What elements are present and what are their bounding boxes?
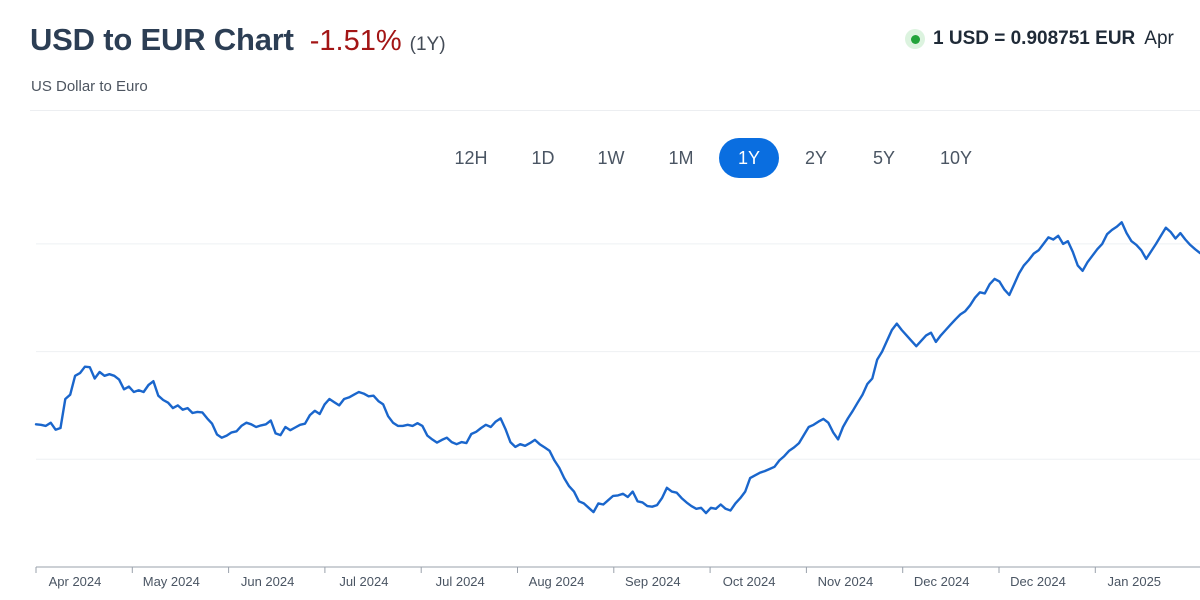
title-row: USD to EUR Chart -1.51% (1Y) <box>30 22 446 58</box>
x-tick-label: Apr 2024 <box>49 574 102 589</box>
x-tick-label: Aug 2024 <box>529 574 585 589</box>
period-label: (1Y) <box>409 34 446 55</box>
page-title: USD to EUR Chart <box>30 22 294 57</box>
tab-2y[interactable]: 2Y <box>804 148 828 168</box>
live-rate: 1 USD = 0.908751 EUR Apr <box>905 28 1174 50</box>
tab-1d[interactable]: 1D <box>531 148 555 168</box>
x-tick-label: Oct 2024 <box>723 574 776 589</box>
tab-5y[interactable]: 5Y <box>872 148 896 168</box>
rate-text: 1 USD = 0.908751 EUR <box>933 28 1136 49</box>
tab-10y[interactable]: 10Y <box>939 148 973 168</box>
x-tick-label: Dec 2024 <box>1010 574 1066 589</box>
live-status-icon <box>905 29 925 49</box>
x-tick-label: Sep 2024 <box>625 574 681 589</box>
rate-date: Apr <box>1144 28 1174 49</box>
x-tick-label: May 2024 <box>143 574 200 589</box>
tab-1m[interactable]: 1M <box>668 148 694 168</box>
x-tick-label: Dec 2024 <box>914 574 970 589</box>
x-tick-label: Jul 2024 <box>339 574 388 589</box>
tab-1y[interactable]: 1Y <box>719 138 779 178</box>
header-divider <box>30 110 1200 111</box>
line-chart: Apr 2024 May 2024 Jun 2024 Jul 2024 Jul 2024… <box>34 221 1200 589</box>
x-tick-label: Jan 2025 <box>1108 574 1162 589</box>
tab-12h[interactable]: 12H <box>454 148 488 168</box>
x-tick-label: Jul 2024 <box>436 574 485 589</box>
x-tick-label: Nov 2024 <box>818 574 874 589</box>
tab-1w[interactable]: 1W <box>597 148 625 168</box>
series-line <box>34 221 1200 515</box>
page-subtitle: US Dollar to Euro <box>31 78 148 95</box>
x-tick-label: Jun 2024 <box>241 574 295 589</box>
percent-change: -1.51% <box>309 25 402 57</box>
